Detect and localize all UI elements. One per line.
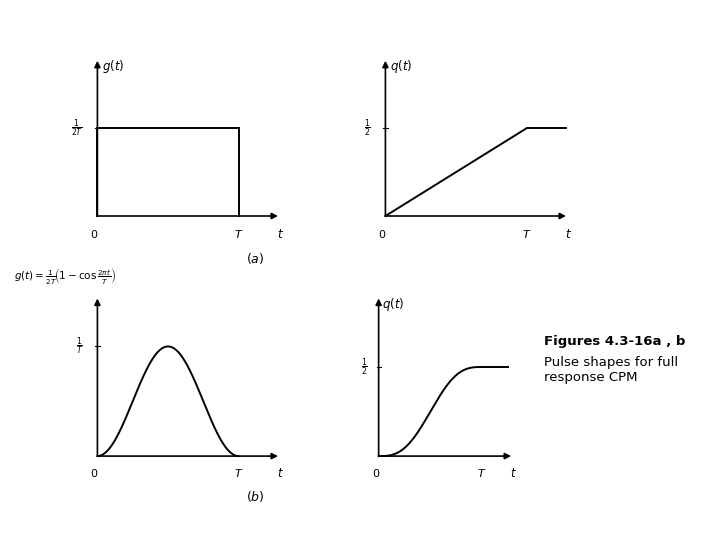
Text: $(a)$: $(a)$ bbox=[246, 251, 265, 266]
Text: $q(t)$: $q(t)$ bbox=[390, 58, 412, 75]
Text: $0$: $0$ bbox=[91, 228, 99, 240]
Text: $0$: $0$ bbox=[379, 228, 387, 240]
Text: Figures 4.3-16a , b: Figures 4.3-16a , b bbox=[544, 335, 685, 348]
Text: $g(t)=\frac{1}{2T}\!\left(1-\cos\frac{2\pi t}{T}\right)$: $g(t)=\frac{1}{2T}\!\left(1-\cos\frac{2\… bbox=[14, 266, 117, 286]
Text: $\frac{1}{2}$: $\frac{1}{2}$ bbox=[361, 356, 369, 377]
Text: $t$: $t$ bbox=[277, 228, 284, 241]
Text: Pulse shapes for full
response CPM: Pulse shapes for full response CPM bbox=[544, 356, 678, 384]
Text: $q(t)$: $q(t)$ bbox=[382, 296, 404, 313]
Text: $\frac{1}{T}$: $\frac{1}{T}$ bbox=[76, 336, 84, 357]
Text: $t$: $t$ bbox=[510, 467, 517, 480]
Text: $0$: $0$ bbox=[372, 467, 381, 479]
Text: $t$: $t$ bbox=[277, 467, 284, 480]
Text: $\frac{1}{2}$: $\frac{1}{2}$ bbox=[364, 118, 372, 139]
Text: $T$: $T$ bbox=[234, 467, 243, 479]
Text: $\frac{1}{2T}$: $\frac{1}{2T}$ bbox=[71, 118, 84, 139]
Text: $T$: $T$ bbox=[477, 467, 487, 479]
Text: $g(t)$: $g(t)$ bbox=[102, 58, 124, 75]
Text: $(b)$: $(b)$ bbox=[246, 489, 265, 504]
Text: $T$: $T$ bbox=[234, 228, 243, 240]
Text: $0$: $0$ bbox=[91, 467, 99, 479]
Text: $t$: $t$ bbox=[565, 228, 572, 241]
Text: $T$: $T$ bbox=[522, 228, 531, 240]
